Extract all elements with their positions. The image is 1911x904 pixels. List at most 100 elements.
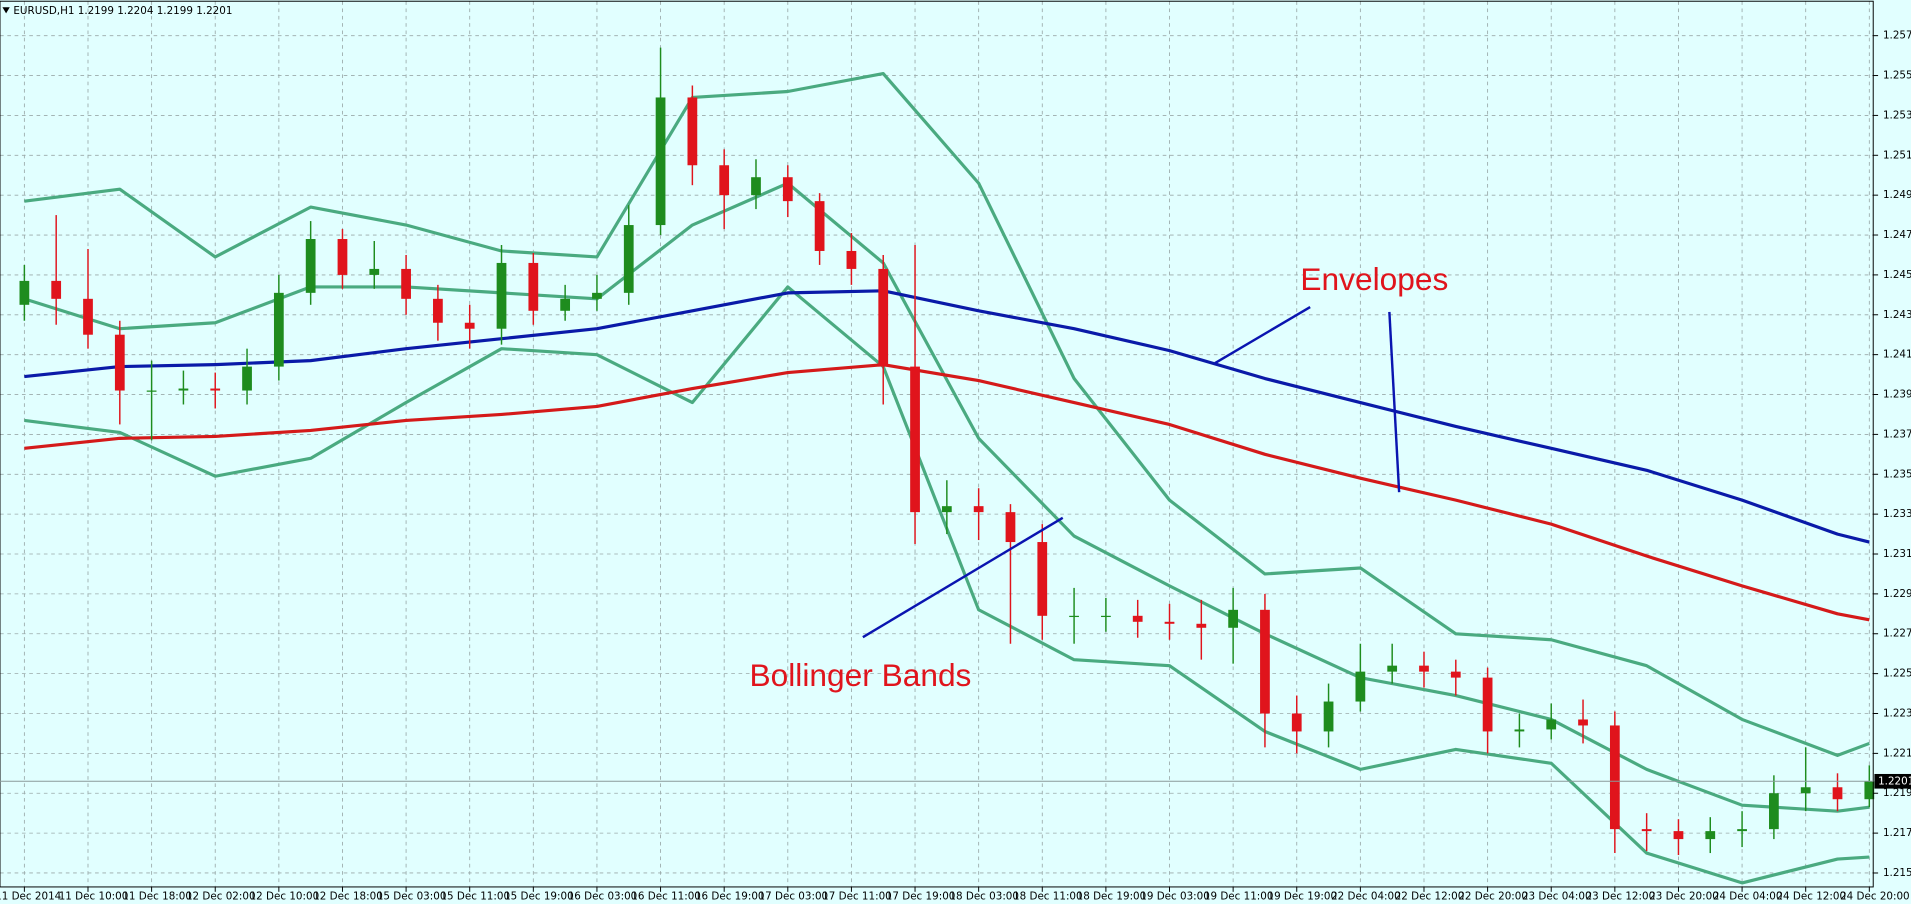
- y-tick-label: 1.2155: [1883, 867, 1911, 879]
- x-tick-label: 17 Dec 03:00: [759, 891, 829, 903]
- y-tick-label: 1.2215: [1883, 747, 1911, 759]
- x-tick-label: 11 Dec 18:00: [122, 891, 192, 903]
- y-tick-label: 1.2195: [1883, 787, 1911, 799]
- x-tick-label: 19 Dec 11:00: [1204, 891, 1274, 903]
- indicator-line: [24, 72, 1870, 757]
- candle-body: [910, 366, 920, 513]
- x-tick-label: 19 Dec 19:00: [1268, 891, 1338, 903]
- candle-body: [1769, 793, 1779, 830]
- y-tick-label: 1.2455: [1883, 269, 1911, 281]
- x-tick-label: 23 Dec 20:00: [1649, 891, 1719, 903]
- candle-body: [973, 506, 984, 513]
- candle-body: [1387, 665, 1398, 672]
- y-tick-label: 1.2255: [1883, 668, 1911, 680]
- x-tick-label: 18 Dec 11:00: [1013, 891, 1083, 903]
- candle-body: [846, 250, 857, 269]
- candle-body: [369, 268, 380, 275]
- candle-body: [178, 388, 189, 391]
- grid: [0, 1, 1874, 887]
- candle-body: [337, 239, 348, 275]
- x-tick-label: 23 Dec 12:00: [1586, 891, 1656, 903]
- indicator-line: [24, 289, 1870, 544]
- candle-body: [1609, 725, 1620, 830]
- candle-body: [1260, 609, 1270, 714]
- candle-body: [305, 239, 316, 293]
- candle-body: [1101, 615, 1111, 618]
- indicator-line: [24, 363, 1870, 622]
- y-tick-label: 1.2275: [1883, 628, 1911, 640]
- y-tick-label: 1.2235: [1883, 707, 1911, 719]
- candle-body: [1132, 615, 1143, 622]
- candle-body: [114, 334, 125, 391]
- x-tick-label: 16 Dec 11:00: [631, 891, 701, 903]
- candle-body: [623, 225, 634, 293]
- candle-body: [1641, 829, 1652, 832]
- candle-body: [528, 262, 539, 311]
- candle-body: [146, 390, 157, 392]
- candle-body: [1228, 609, 1239, 628]
- y-tick-label: 1.2395: [1883, 389, 1911, 401]
- x-tick-label: 16 Dec 19:00: [695, 891, 765, 903]
- y-tick-label: 1.2175: [1883, 827, 1911, 839]
- x-tick-label: 15 Dec 03:00: [377, 891, 447, 903]
- annotation: Bollinger Bands: [750, 657, 972, 693]
- candle-body: [687, 97, 698, 166]
- candle-body: [1832, 787, 1843, 800]
- candle-body: [1037, 542, 1048, 616]
- candle-body: [401, 268, 411, 299]
- y-tick-label: 1.2315: [1883, 548, 1911, 560]
- y-tick-label: 1.2295: [1883, 588, 1911, 600]
- annotation-arrow: [862, 516, 1064, 639]
- menu-icon[interactable]: [2, 7, 10, 14]
- x-tick-label: 11 Dec 10:00: [59, 891, 129, 903]
- candle-body: [210, 388, 221, 391]
- x-tick-label: 22 Dec 20:00: [1458, 891, 1528, 903]
- x-tick-label: 22 Dec 12:00: [1395, 891, 1465, 903]
- y-tick-label: 1.2355: [1883, 468, 1911, 480]
- candle-body: [751, 177, 761, 196]
- plot-area: [19, 47, 1875, 885]
- x-tick-label: 18 Dec 03:00: [949, 891, 1019, 903]
- candle-body: [878, 268, 889, 367]
- candle-body: [1164, 621, 1175, 624]
- candle-body: [1514, 729, 1525, 732]
- plot-frame: [0, 0, 1874, 888]
- y-tick-label: 1.2575: [1883, 30, 1911, 42]
- x-tick-label: 17 Dec 11:00: [822, 891, 892, 903]
- candle-body: [1196, 623, 1207, 628]
- last-price-label: 1.2201: [1878, 775, 1911, 787]
- candle-body: [1800, 787, 1811, 794]
- x-tick-label: 15 Dec 19:00: [504, 891, 574, 903]
- x-tick-label: 12 Dec 18:00: [313, 891, 383, 903]
- candle-body: [719, 165, 730, 196]
- candle-body: [1291, 713, 1302, 732]
- candle-body: [273, 292, 284, 367]
- candle-body: [83, 298, 93, 335]
- candle-body: [1546, 719, 1557, 730]
- x-tick-label: 24 Dec 20:00: [1840, 891, 1910, 903]
- candle-body: [560, 298, 571, 311]
- candle-body: [1323, 701, 1334, 732]
- x-tick-label: 18 Dec 19:00: [1077, 891, 1147, 903]
- candle-body: [1005, 512, 1016, 543]
- x-tick-label: 24 Dec 04:00: [1713, 891, 1783, 903]
- x-tick-label: 17 Dec 19:00: [886, 891, 956, 903]
- candle-body: [782, 177, 793, 202]
- y-tick-label: 1.2475: [1883, 229, 1911, 241]
- candle-body: [1578, 719, 1588, 726]
- candle-body: [496, 262, 507, 329]
- candle-body: [242, 366, 252, 391]
- candle-body: [814, 201, 825, 251]
- candle-body: [1450, 671, 1461, 678]
- candle-body: [1069, 615, 1079, 618]
- candle-body: [941, 506, 952, 513]
- candle-body: [592, 292, 602, 299]
- last-price-tag: [1874, 773, 1911, 789]
- candle-body: [1864, 781, 1875, 800]
- candle-body: [464, 322, 475, 329]
- y-tick-label: 1.2335: [1883, 508, 1911, 520]
- y-tick-label: 1.2435: [1883, 309, 1911, 321]
- candle-body: [19, 280, 30, 305]
